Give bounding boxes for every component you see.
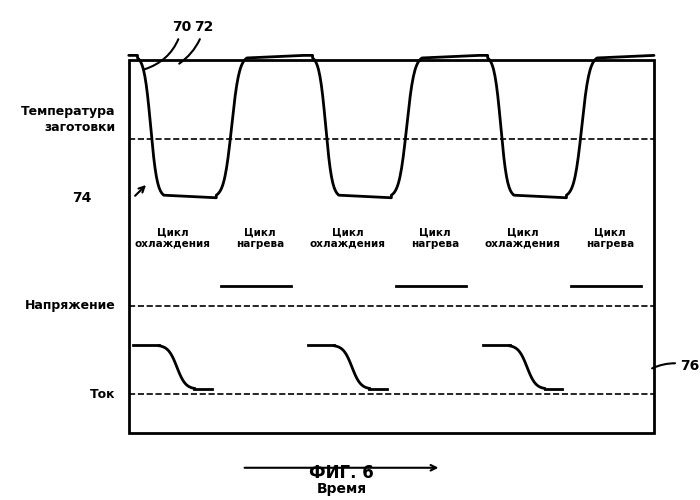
- Text: Температура
заготовки: Температура заготовки: [21, 104, 116, 134]
- Text: Цикл
нагрева: Цикл нагрева: [586, 227, 634, 249]
- Text: 74: 74: [73, 191, 92, 205]
- Text: Ток: Ток: [90, 388, 116, 400]
- Text: Цикл
нагрева: Цикл нагрева: [411, 227, 459, 249]
- Text: 76: 76: [652, 358, 700, 372]
- Text: 70: 70: [144, 20, 192, 70]
- Text: Цикл
нагрева: Цикл нагрева: [236, 227, 284, 249]
- Text: Цикл
охлаждения: Цикл охлаждения: [484, 227, 561, 249]
- Text: Напряжение: Напряжение: [25, 300, 116, 312]
- Text: ФИГ. 6: ФИГ. 6: [309, 464, 374, 482]
- Text: 72: 72: [179, 20, 214, 64]
- Text: Цикл
охлаждения: Цикл охлаждения: [134, 227, 211, 249]
- Text: Время: Время: [316, 482, 367, 496]
- Text: Цикл
охлаждения: Цикл охлаждения: [309, 227, 386, 249]
